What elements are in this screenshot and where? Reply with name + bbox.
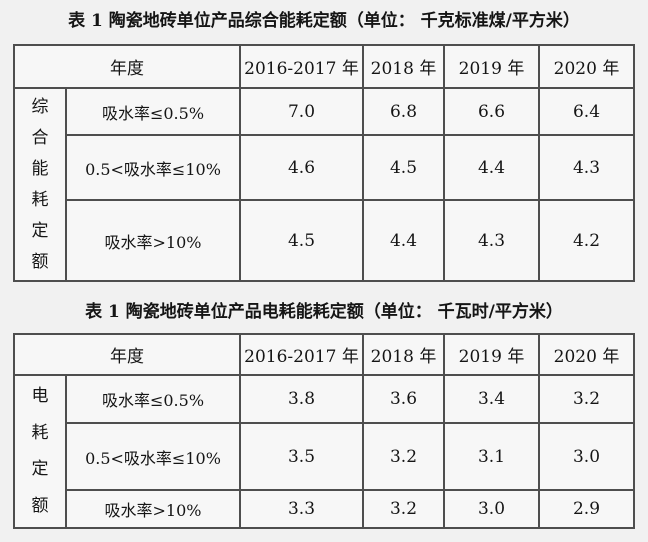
criteria-cell: 吸水率>10% bbox=[65, 199, 241, 282]
stub-char: 耗 bbox=[31, 189, 49, 210]
value-cell: 4.3 bbox=[538, 134, 635, 201]
value-cell: 3.0 bbox=[443, 489, 540, 529]
stub-char: 耗 bbox=[31, 422, 49, 443]
vertical-stub-label: 综 合 能 耗 定 额 bbox=[16, 92, 64, 278]
stub-char: 额 bbox=[31, 251, 49, 272]
value-cell: 7.0 bbox=[239, 87, 364, 136]
stub-char: 电 bbox=[31, 386, 49, 407]
value-cell: 3.4 bbox=[443, 374, 540, 424]
value-cell: 4.3 bbox=[443, 199, 540, 282]
year-column-header: 2016-2017 年 bbox=[239, 333, 364, 376]
value-cell: 6.4 bbox=[538, 87, 635, 136]
criteria-cell: 0.5<吸水率≤10% bbox=[65, 134, 241, 201]
table2-title: 表 1 陶瓷地砖单位产品电耗能耗定额（单位： 千瓦时/平方米） bbox=[85, 302, 563, 322]
value-cell: 4.5 bbox=[239, 199, 364, 282]
value-cell: 3.0 bbox=[538, 422, 635, 491]
table-row: 年度 2016-2017 年 2018 年 2019 年 2020 年 bbox=[13, 333, 635, 376]
table-row: 0.5<吸水率≤10% 4.6 4.5 4.4 4.3 bbox=[14, 134, 635, 201]
electricity-quota-table: 年度 2016-2017 年 2018 年 2019 年 2020 年 电 耗 … bbox=[13, 333, 635, 529]
table-row: 电 耗 定 额 吸水率≤0.5% 3.8 3.6 3.4 3.2 bbox=[13, 374, 635, 529]
value-cell: 6.6 bbox=[443, 87, 540, 136]
year-column-header: 2016-2017 年 bbox=[239, 44, 364, 89]
year-column-header: 2018 年 bbox=[362, 333, 445, 376]
value-cell: 3.5 bbox=[239, 422, 364, 491]
value-cell: 4.4 bbox=[443, 134, 540, 201]
value-cell: 3.2 bbox=[362, 489, 445, 529]
year-header-cell: 年度 bbox=[13, 44, 241, 89]
value-cell: 3.2 bbox=[362, 422, 445, 491]
criteria-cell: 吸水率>10% bbox=[65, 489, 241, 529]
stub-char: 综 bbox=[31, 96, 49, 117]
value-cell: 4.5 bbox=[362, 134, 445, 201]
table-row: 吸水率>10% 3.3 3.2 3.0 2.9 bbox=[14, 489, 635, 529]
value-cell: 4.4 bbox=[362, 199, 445, 282]
value-cell: 3.2 bbox=[538, 374, 635, 424]
criteria-cell: 0.5<吸水率≤10% bbox=[65, 422, 241, 491]
stub-char: 额 bbox=[31, 495, 49, 516]
vertical-stub-label: 电 耗 定 额 bbox=[16, 379, 64, 525]
year-header-cell: 年度 bbox=[13, 333, 241, 376]
stub-cell-comprehensive: 综 合 能 耗 定 额 bbox=[13, 87, 67, 282]
stub-cell-electricity: 电 耗 定 额 bbox=[13, 374, 67, 529]
value-cell: 6.8 bbox=[362, 87, 445, 136]
value-cell: 3.8 bbox=[239, 374, 364, 424]
value-cell: 3.3 bbox=[239, 489, 364, 529]
stub-char: 定 bbox=[31, 220, 49, 241]
year-column-header: 2019 年 bbox=[443, 333, 540, 376]
table1-title: 表 1 陶瓷地砖单位产品综合能耗定额（单位： 千克标准煤/平方米） bbox=[68, 11, 580, 31]
year-column-header: 2020 年 bbox=[538, 44, 635, 89]
year-column-header: 2020 年 bbox=[538, 333, 635, 376]
value-cell: 3.6 bbox=[362, 374, 445, 424]
stub-char: 定 bbox=[31, 459, 49, 480]
year-column-header: 2018 年 bbox=[362, 44, 445, 89]
year-column-header: 2019 年 bbox=[443, 44, 540, 89]
table-row: 年度 2016-2017 年 2018 年 2019 年 2020 年 bbox=[13, 44, 635, 89]
value-cell: 4.2 bbox=[538, 199, 635, 282]
comprehensive-energy-quota-table: 年度 2016-2017 年 2018 年 2019 年 2020 年 综 合 … bbox=[13, 44, 635, 282]
table-row: 吸水率>10% 4.5 4.4 4.3 4.2 bbox=[14, 199, 635, 282]
stub-char: 合 bbox=[31, 127, 49, 148]
value-cell: 4.6 bbox=[239, 134, 364, 201]
criteria-cell: 吸水率≤0.5% bbox=[65, 374, 241, 424]
criteria-cell: 吸水率≤0.5% bbox=[65, 87, 241, 136]
table-row: 综 合 能 耗 定 额 吸水率≤0.5% 7.0 6.8 6.6 6.4 bbox=[13, 87, 635, 282]
table-row: 0.5<吸水率≤10% 3.5 3.2 3.1 3.0 bbox=[14, 422, 635, 491]
value-cell: 2.9 bbox=[538, 489, 635, 529]
value-cell: 3.1 bbox=[443, 422, 540, 491]
stub-char: 能 bbox=[31, 158, 49, 179]
